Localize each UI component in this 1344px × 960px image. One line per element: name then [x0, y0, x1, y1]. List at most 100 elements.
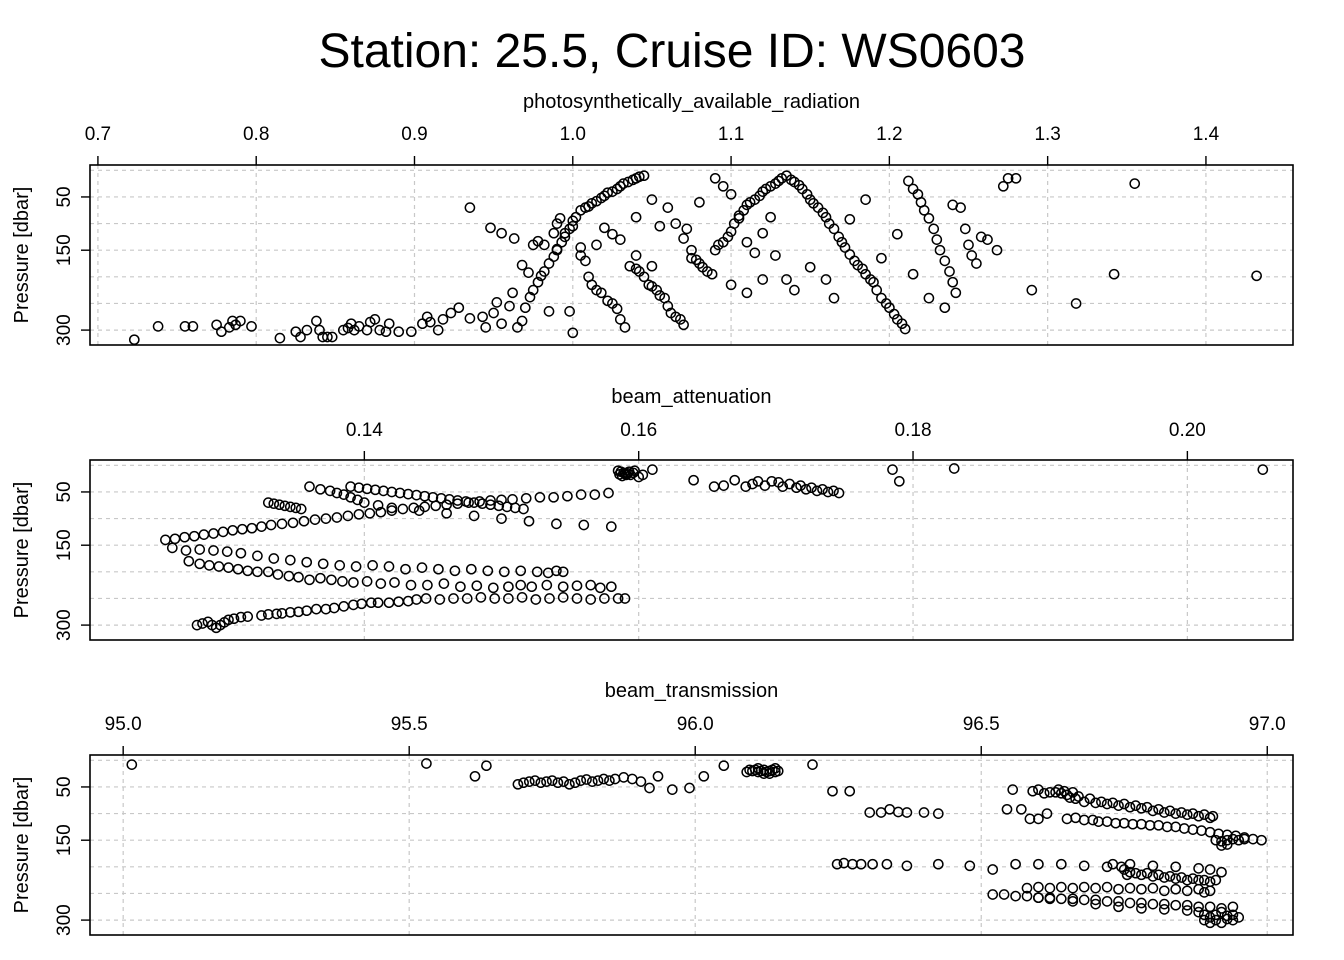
x-tick-label: 0.16	[620, 420, 657, 441]
data-point	[523, 515, 535, 527]
data-point	[1021, 882, 1033, 894]
data-point	[1073, 791, 1084, 802]
data-point	[1101, 798, 1113, 810]
data-point	[1055, 893, 1067, 905]
data-point	[1144, 819, 1156, 831]
data-point	[947, 199, 959, 211]
data-point	[1233, 834, 1245, 846]
data-point	[729, 474, 741, 486]
data-point	[867, 858, 878, 870]
data-point	[309, 514, 321, 525]
data-point	[1129, 178, 1141, 189]
data-point	[519, 302, 531, 314]
data-point	[405, 579, 417, 591]
data-point	[534, 491, 546, 503]
data-point	[598, 773, 610, 785]
data-point	[1033, 858, 1044, 870]
data-point	[638, 271, 650, 283]
data-point	[944, 266, 955, 277]
data-point	[828, 223, 840, 235]
data-point	[1187, 808, 1199, 819]
data-point	[160, 534, 171, 546]
data-point	[757, 274, 769, 285]
panel-beam-transmission: 95.0 95.5 96.0 96.5 97.0 50 150 300 beam_transmi…	[11, 680, 1294, 936]
x-tick-label: 0.14	[346, 420, 383, 441]
data-point	[468, 510, 480, 522]
data-point	[684, 782, 695, 794]
data-point	[424, 316, 436, 328]
data-point	[242, 611, 254, 622]
data-point	[1216, 866, 1227, 878]
data-point	[503, 581, 514, 593]
data-point	[223, 562, 234, 573]
data-point	[811, 485, 823, 497]
data-point	[1198, 874, 1210, 886]
data-point	[806, 482, 817, 494]
data-point	[411, 489, 422, 501]
data-point	[871, 284, 883, 296]
data-point	[464, 313, 476, 324]
data-point	[489, 593, 501, 604]
data-point	[686, 252, 697, 264]
data-point	[907, 268, 919, 280]
data-point	[552, 777, 564, 789]
data-point	[516, 315, 528, 327]
data-point	[891, 228, 903, 240]
data-point	[1078, 814, 1090, 826]
data-point	[180, 545, 192, 556]
data-point	[314, 324, 325, 336]
data-point	[320, 513, 332, 524]
data-point	[310, 603, 322, 615]
data-point	[1247, 833, 1259, 845]
data-point	[1256, 834, 1267, 846]
data-point	[435, 492, 447, 504]
data-point	[183, 555, 195, 567]
data-point	[273, 499, 285, 511]
data-point	[284, 501, 296, 513]
data-point	[586, 776, 598, 787]
data-point	[1124, 801, 1136, 813]
data-point	[420, 593, 432, 604]
data-point	[678, 233, 689, 244]
data-point	[686, 244, 697, 256]
data-point	[987, 864, 999, 875]
data-point	[515, 579, 527, 591]
data-point	[901, 807, 913, 818]
page-title: Station: 25.5, Cruise ID: WS0603	[318, 25, 1026, 78]
data-point	[1101, 861, 1113, 873]
data-point	[923, 292, 935, 304]
data-point	[421, 758, 432, 769]
data-point	[959, 223, 971, 235]
data-point	[652, 770, 664, 782]
data-point	[1001, 803, 1013, 815]
data-point	[496, 227, 507, 239]
data-point	[896, 318, 908, 330]
data-point	[393, 326, 405, 338]
data-point	[1187, 873, 1199, 884]
data-point	[789, 284, 800, 296]
data-point	[620, 469, 632, 481]
data-point	[529, 775, 541, 786]
data-point	[860, 194, 871, 205]
data-point	[747, 478, 758, 490]
data-point	[546, 775, 558, 786]
data-point	[1026, 284, 1038, 296]
data-point	[618, 772, 630, 783]
data-point	[741, 287, 753, 299]
data-point	[581, 774, 592, 785]
data-point	[1193, 901, 1204, 913]
data-point	[619, 322, 631, 333]
data-point	[1118, 864, 1130, 875]
data-point	[461, 593, 473, 604]
data-point	[567, 220, 579, 232]
data-point	[361, 483, 373, 495]
data-point	[378, 485, 389, 497]
data-point	[256, 610, 267, 621]
data-point	[820, 211, 832, 223]
data-point	[1176, 872, 1187, 883]
data-point	[315, 572, 326, 584]
data-point	[532, 276, 544, 288]
data-point	[268, 553, 280, 564]
data-point	[422, 579, 433, 591]
data-point	[923, 212, 935, 224]
